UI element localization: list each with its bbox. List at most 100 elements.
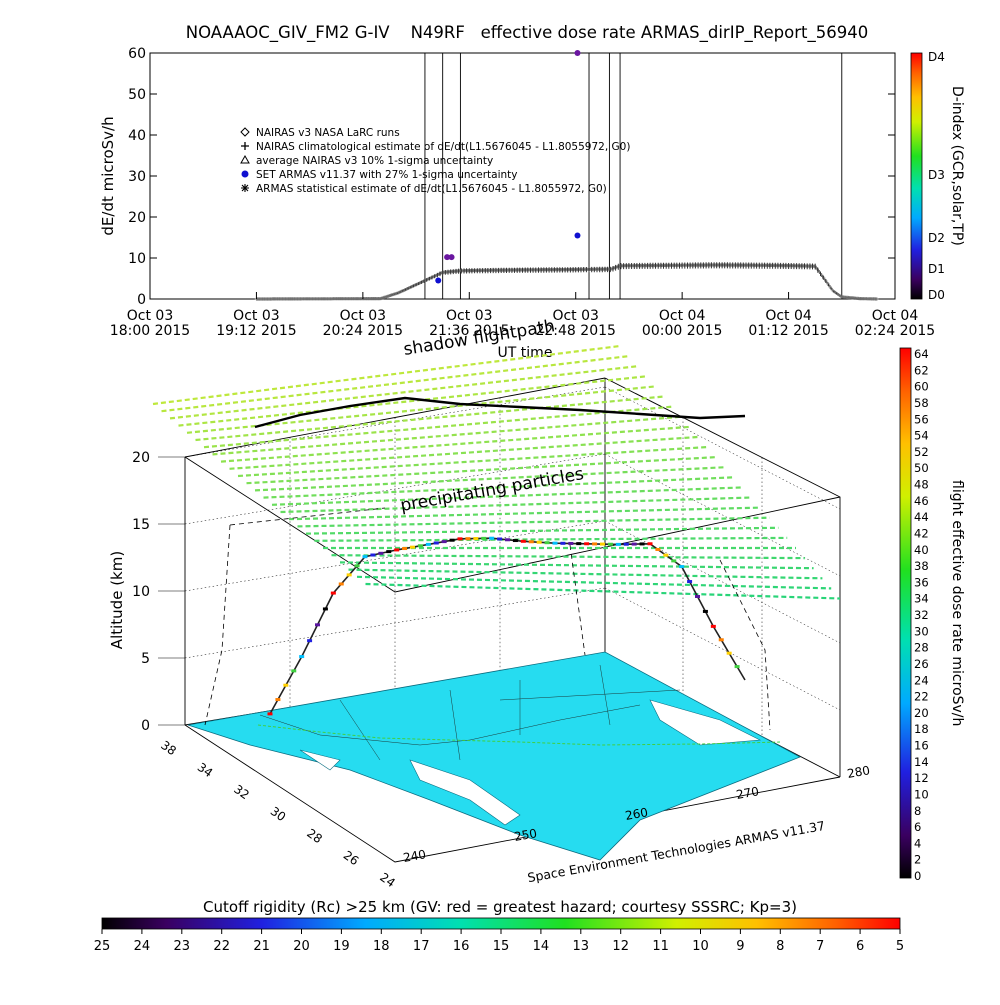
dose-marker: [457, 537, 463, 541]
dose-marker: [679, 565, 685, 569]
dose-marker: [283, 683, 289, 687]
x-tick-label: Oct 04: [659, 308, 706, 324]
dose-marker: [489, 536, 495, 540]
rc-contour-line: [237, 445, 709, 478]
dose-colorbar-tick: 36: [914, 575, 929, 589]
dose-marker: [322, 607, 328, 611]
side-wall-gridline: [604, 587, 841, 711]
latitude-tick-label: 38: [158, 738, 179, 758]
dose-marker: [623, 542, 629, 546]
x-tick-label: Oct 03: [552, 308, 598, 324]
rc-tick-label: 19: [333, 939, 350, 954]
dose-colorbar-tick: 12: [914, 771, 929, 785]
back-wall-gridline: [184, 453, 606, 525]
rc-contour-line: [161, 355, 629, 413]
dose-marker: [291, 669, 297, 673]
armas-point: [435, 277, 442, 284]
legend-label: NAIRAS climatological estimate of dE/dt(…: [256, 141, 630, 153]
dose-colorbar-tick: 44: [914, 510, 929, 524]
rc-contour-line: [305, 526, 779, 535]
x-tick-label: 22:48 2015: [535, 323, 615, 339]
x-tick-label: 00:00 2015: [642, 323, 722, 339]
dose-colorbar-tick: 38: [914, 559, 929, 573]
dose-marker: [370, 553, 376, 557]
rc-contour-line: [229, 435, 700, 470]
longitude-tick-label: 280: [846, 763, 871, 781]
dose-colorbar-tick: 42: [914, 526, 929, 540]
legend: NAIRAS v3 NASA LaRC runs NAIRAS climatol…: [240, 127, 630, 195]
rc-contour-line: [271, 486, 744, 506]
dot-marker-icon: [241, 170, 249, 178]
latitude-tick-label: 34: [195, 760, 216, 780]
y-tick-label: 30: [128, 169, 146, 185]
dose-marker: [299, 655, 305, 659]
dose-marker: [410, 545, 415, 549]
dose-colorbar-tick: 54: [914, 429, 929, 443]
y-tick-label: 10: [128, 251, 146, 267]
latitude-tick-label: 28: [304, 826, 325, 846]
rc-contour-line: [178, 375, 647, 427]
dose-marker: [552, 541, 558, 545]
rc-contour-line: [169, 365, 638, 420]
dose-colorbar-tick: 52: [914, 445, 929, 459]
rc-contour-line: [254, 466, 726, 492]
rc-contour-line: [348, 568, 823, 580]
d-tick-d0: D0: [928, 288, 945, 302]
rc-tick-label: 6: [856, 939, 864, 954]
dose-marker: [315, 623, 320, 627]
dose-marker: [655, 547, 661, 551]
x-tick-label: 21:36 2015: [429, 323, 509, 339]
dose-marker: [275, 698, 281, 702]
legend-label: SET ARMAS v11.37 with 27% 1-sigma uncert…: [256, 169, 518, 181]
rc-contour-line: [152, 344, 621, 406]
dose-marker: [710, 624, 716, 628]
dose-marker: [584, 542, 590, 546]
asterisk-marker-icon: [241, 184, 249, 192]
diamond-marker-icon: [240, 127, 250, 137]
dose-marker: [718, 638, 724, 642]
side-wall-gridline: [604, 520, 841, 644]
altitude-label: Altitude (km): [108, 551, 126, 649]
rc-tick-label: 14: [533, 939, 550, 954]
dose-colorbar-label: flight effective dose rate microSv/h: [949, 480, 965, 726]
dose-colorbar-tick: 62: [914, 363, 929, 377]
dose-colorbar-tick: 50: [914, 461, 929, 475]
dose-marker: [647, 542, 653, 546]
dose-marker: [465, 537, 471, 541]
dose-colorbar-tick: 46: [914, 494, 929, 508]
rc-tick-label: 20: [293, 939, 310, 954]
x-tick-label: 20:24 2015: [323, 323, 403, 339]
x-tick-label: Oct 04: [765, 308, 812, 324]
legend-item-armas: SET ARMAS v11.37 with 27% 1-sigma uncert…: [241, 169, 518, 181]
rc-contour-line: [280, 496, 753, 514]
legend-item-nairas-runs: NAIRAS v3 NASA LaRC runs: [240, 127, 400, 139]
dose-marker: [631, 542, 637, 546]
y-tick-label: 0: [137, 292, 146, 308]
dose-marker: [330, 591, 336, 595]
ground-track: [257, 724, 781, 746]
figure-title: NOAAAOC_GIV_FM2 G-IV N49RF effective dos…: [186, 23, 868, 43]
dose-marker: [528, 540, 534, 544]
dose-marker: [505, 538, 510, 542]
uncertainty-band: [391, 262, 837, 296]
legend-label: ARMAS statistical estimate of dE/dt(L1.5…: [256, 183, 607, 195]
dose-colorbar-tick: 8: [914, 804, 921, 818]
y-tick-label: 40: [128, 128, 146, 144]
side-wall-gridline: [604, 386, 841, 510]
dose-marker: [663, 553, 669, 557]
x-tick-label: 02:24 2015: [855, 323, 935, 339]
rc-tick-label: 10: [692, 939, 709, 954]
armas-points: [435, 50, 581, 284]
dose-colorbar-tick: 56: [914, 412, 929, 426]
dose-marker: [497, 537, 503, 541]
rc-contour-line: [263, 476, 735, 499]
rc-tick-label: 21: [253, 939, 270, 954]
dose-marker: [338, 582, 344, 586]
legend-label: average NAIRAS v3 10% 1-sigma uncertaint…: [256, 155, 493, 167]
rc-contour-line: [220, 425, 691, 463]
latitude-tick-label: 26: [341, 848, 362, 868]
rc-tick-label: 5: [896, 939, 904, 954]
dose-colorbar-tick: 10: [914, 787, 929, 801]
legend-label: NAIRAS v3 NASA LaRC runs: [256, 127, 400, 139]
